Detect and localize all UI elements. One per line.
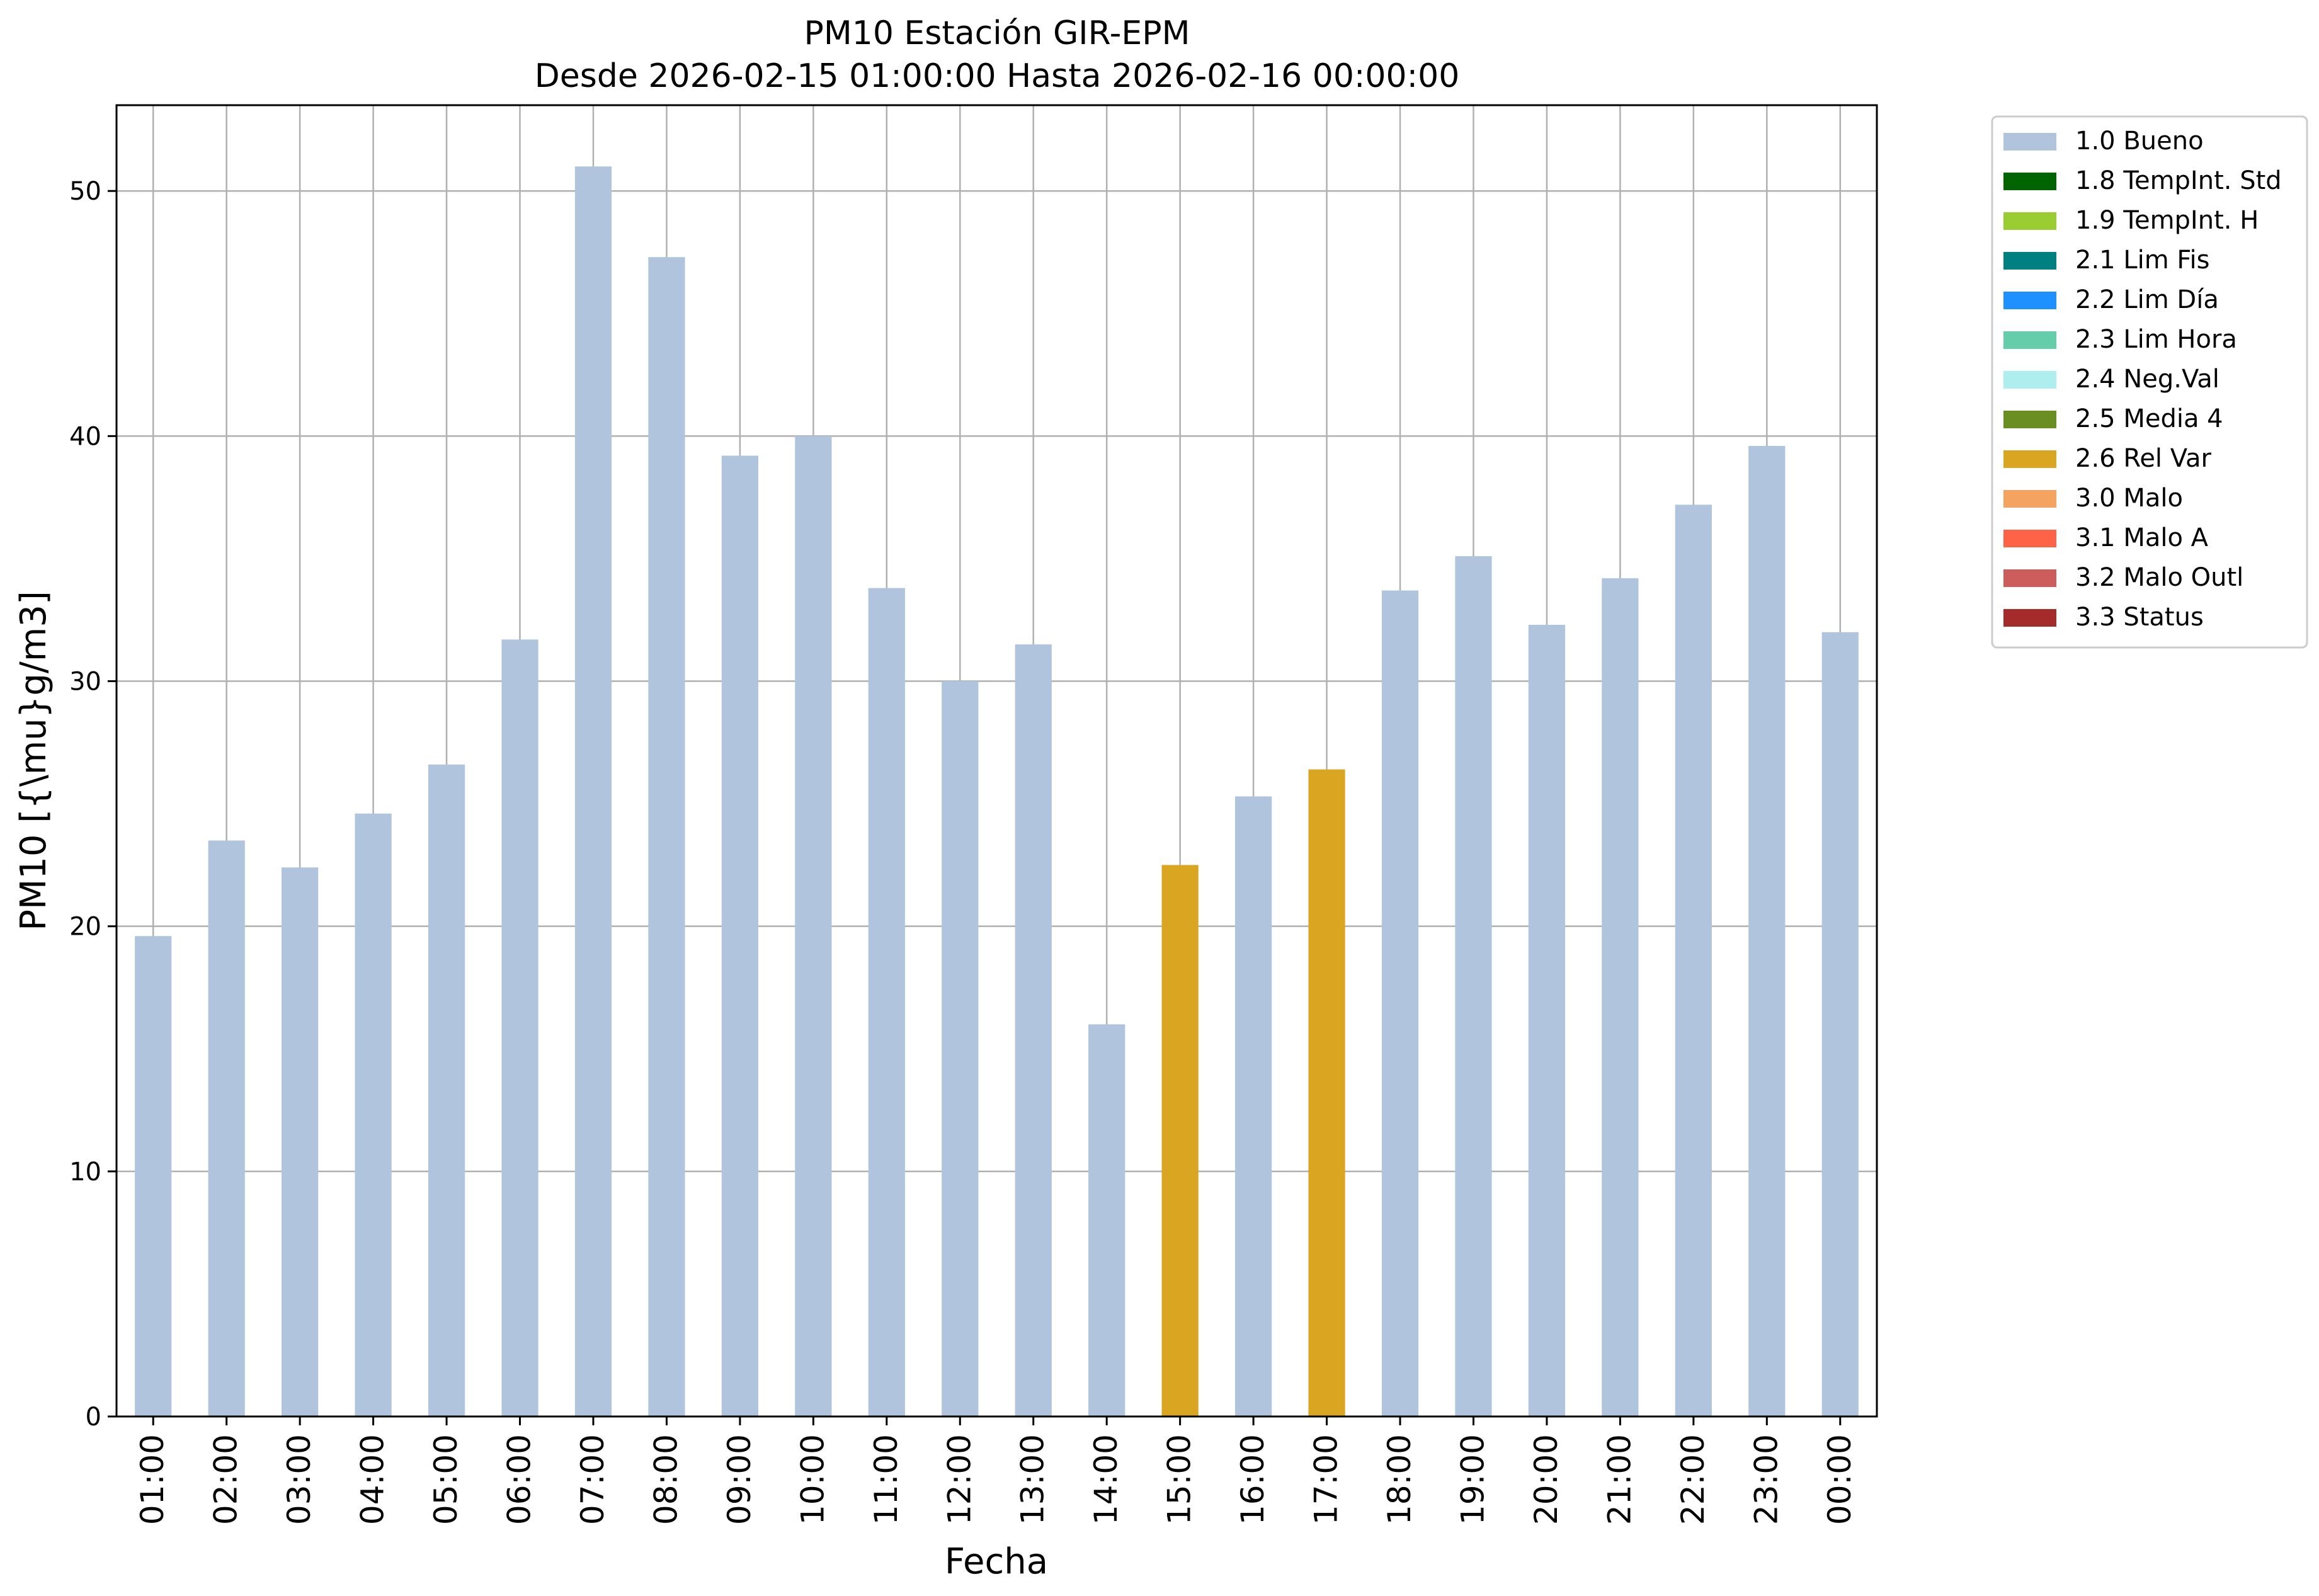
legend-label: 3.0 Malo [2075,484,2183,513]
legend-swatch [2003,530,2056,547]
bar-1200 [942,681,979,1416]
legend-label: 1.8 TempInt. Std [2075,166,2282,195]
y-axis-ticks: 0 10 20 30 40 50 [69,177,117,1432]
bar-0900 [721,455,759,1416]
x-tick-label: 17:00 [1308,1434,1345,1525]
bar-0400 [355,813,392,1416]
bar-0500 [428,764,465,1416]
bar-1000 [795,436,832,1416]
legend-label: 2.4 Neg.Val [2075,365,2219,394]
legend-swatch [2003,490,2056,508]
bar-1700 [1308,769,1345,1416]
y-axis-label: PM10 [{\mu}g/m3] [13,591,54,931]
plot-area [117,105,1877,1416]
x-tick-label: 00:00 [1821,1434,1858,1525]
bars [135,166,1859,1417]
legend-swatch [2003,292,2056,309]
bar-1400 [1088,1024,1125,1416]
x-tick-label: 07:00 [574,1434,611,1525]
legend-label: 1.9 TempInt. H [2075,206,2259,235]
bar-0300 [282,867,319,1416]
x-tick-label: 01:00 [134,1434,171,1525]
bar-1100 [868,588,905,1416]
legend-swatch [2003,569,2056,587]
y-tick-label: 30 [69,668,101,697]
legend-label: 2.1 Lim Fis [2075,246,2209,275]
y-tick-label: 20 [69,913,101,942]
x-tick-label: 02:00 [208,1434,244,1525]
bar-1900 [1455,556,1492,1417]
legend-label: 3.2 Malo Outl [2075,563,2243,592]
x-tick-label: 23:00 [1748,1434,1784,1525]
x-tick-label: 22:00 [1675,1434,1711,1525]
x-tick-label: 05:00 [428,1434,464,1525]
bar-2000 [1528,625,1566,1416]
x-tick-label: 11:00 [868,1434,904,1525]
legend-swatch [2003,252,2056,270]
x-tick-label: 08:00 [647,1434,684,1525]
legend-label: 2.3 Lim Hora [2075,325,2237,354]
bar-0700 [574,166,612,1416]
y-tick-label: 50 [69,177,101,206]
x-axis-ticks: 01:00 02:00 03:00 04:00 05:00 06:00 07:00 08:00… [134,1416,1858,1525]
bar-2200 [1675,504,1712,1416]
bar-1500 [1161,865,1199,1416]
bar-1600 [1234,796,1272,1416]
legend: 1.0 Bueno 1.8 TempInt. Std 1.9 TempInt. H 2… [1991,115,2308,649]
y-tick-label: 40 [69,422,101,451]
plot-frame [115,104,1878,1418]
legend-swatch [2003,450,2056,468]
x-tick-label: 14:00 [1088,1434,1124,1525]
x-tick-label: 04:00 [355,1434,391,1525]
legend-swatch [2003,371,2056,389]
bar-2100 [1602,578,1639,1416]
y-tick-label: 10 [69,1158,101,1187]
x-tick-label: 10:00 [794,1434,831,1525]
bar-0000 [1821,632,1859,1416]
bar-0600 [501,639,538,1416]
legend-label: 3.1 Malo A [2075,523,2209,552]
bar-0100 [135,936,172,1416]
chart-subtitle: Desde 2026-02-15 01:00:00 Hasta 2026-02-… [535,57,1460,95]
bar-0200 [208,840,245,1416]
legend-box [1991,115,2308,649]
x-tick-label: 19:00 [1454,1434,1491,1525]
y-tick-label: 0 [86,1403,101,1432]
legend-swatch [2003,173,2056,190]
x-tick-label: 20:00 [1528,1434,1564,1525]
x-tick-label: 13:00 [1015,1434,1051,1525]
x-tick-label: 15:00 [1161,1434,1198,1525]
x-tick-label: 09:00 [721,1434,758,1525]
legend-swatch [2003,609,2056,627]
x-tick-label: 12:00 [941,1434,977,1525]
x-tick-label: 03:00 [281,1434,317,1525]
legend-label: 1.0 Bueno [2075,127,2204,156]
x-tick-label: 18:00 [1381,1434,1418,1525]
legend-swatch [2003,212,2056,230]
x-tick-label: 21:00 [1601,1434,1638,1525]
legend-label: 3.3 Status [2075,603,2204,632]
bar-1800 [1381,590,1419,1416]
legend-label: 2.6 Rel Var [2075,444,2212,473]
bar-2300 [1748,445,1786,1416]
legend-swatch [2003,331,2056,349]
legend-swatch [2003,133,2056,151]
legend-label: 2.2 Lim Día [2075,285,2219,314]
legend-label: 2.5 Media 4 [2075,404,2223,433]
chart-title: PM10 Estación GIR-EPM [804,14,1190,52]
bar-1300 [1015,644,1052,1416]
x-tick-label: 16:00 [1234,1434,1271,1525]
x-tick-label: 06:00 [501,1434,538,1525]
x-axis-label: Fecha [945,1541,1048,1582]
bar-0800 [648,257,685,1416]
legend-swatch [2003,411,2056,428]
